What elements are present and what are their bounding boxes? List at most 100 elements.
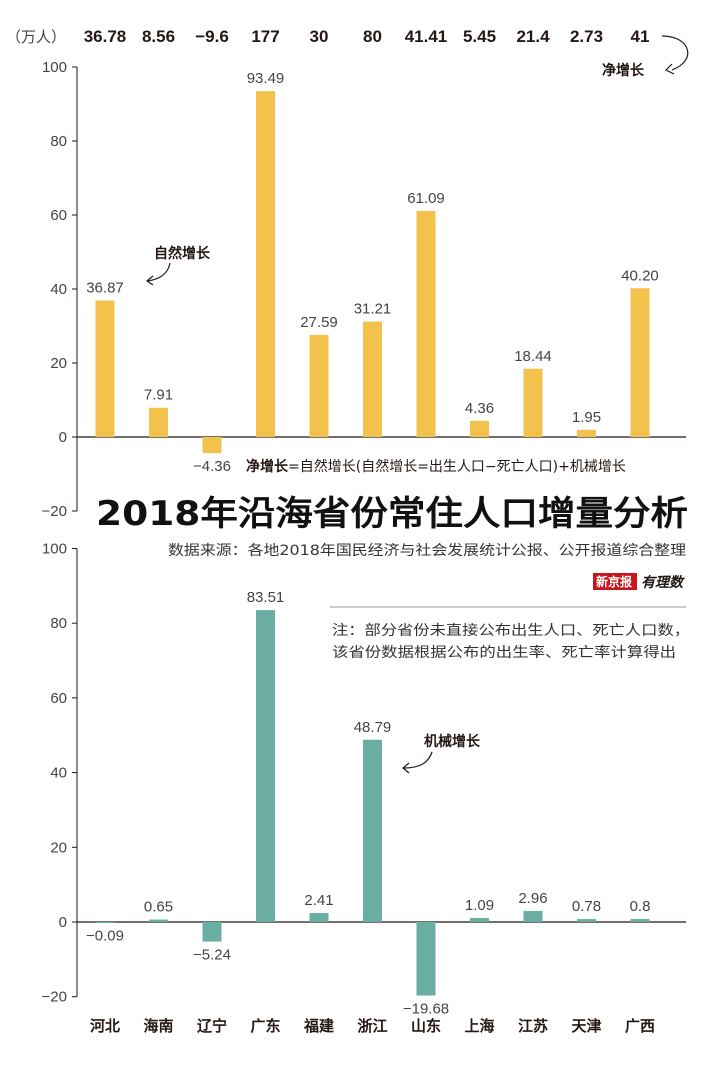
natural-growth-chart: −20 0 20 40 60 80 100 36.87 7.91 −4.36 93.49 27.59 3…: [42, 59, 686, 520]
data-label: 2.96: [518, 890, 547, 907]
y-tick-label: 60: [50, 690, 67, 707]
y-tick-label: 40: [50, 281, 67, 298]
data-label: 18.44: [514, 348, 552, 365]
data-label: −4.36: [193, 458, 231, 475]
data-label: −5.24: [193, 947, 231, 964]
data-label: 31.21: [354, 301, 392, 318]
bar-辽宁: [202, 437, 222, 454]
data-label: 61.09: [407, 190, 445, 207]
category-label: 上海: [464, 1017, 494, 1035]
net-growth-value: 30: [310, 27, 329, 46]
bar-广西: [630, 288, 650, 437]
category-label: 海南: [143, 1017, 173, 1035]
brand-script: 有理数: [641, 574, 685, 591]
bar-辽宁: [202, 922, 222, 942]
brand-logo-box: [593, 573, 637, 590]
bar-浙江: [363, 321, 382, 437]
net-growth-value: 80: [363, 27, 382, 46]
data-label: −0.09: [86, 927, 124, 944]
formula-bold: 净增长: [246, 458, 289, 475]
category-label: 浙江: [357, 1017, 387, 1035]
category-label: 广西: [625, 1017, 655, 1035]
bar-河北: [95, 300, 115, 437]
y-tick-label: 100: [42, 541, 67, 558]
net-growth-value: 5.45: [463, 27, 496, 46]
bar-广东: [256, 91, 275, 437]
natural-growth-arrowhead: [145, 275, 154, 286]
category-label: 山东: [411, 1017, 441, 1035]
formula-text: 净增长=自然增长(自然增长=出生人口−死亡人口)+机械增长: [246, 458, 626, 475]
net-growth-value: 2.73: [570, 27, 603, 46]
bar-上海: [470, 917, 489, 922]
bar-山东: [416, 210, 436, 437]
category-label: 河北: [90, 1017, 120, 1035]
data-label: −19.68: [403, 1001, 449, 1018]
natural-growth-label: 自然增长: [154, 245, 211, 262]
y-tick-label: 100: [42, 59, 67, 76]
data-source: 数据来源：各地2018年国民经济与社会发展统计公报、公开报道综合整理: [168, 543, 686, 559]
data-label: 1.95: [572, 409, 601, 426]
bar-天津: [577, 919, 596, 922]
y-tick-label: 60: [50, 207, 67, 224]
bar-江苏: [523, 368, 543, 437]
net-growth-value: 177: [251, 27, 279, 46]
data-label: 0.8: [630, 898, 651, 915]
note-line-2: 该省份数据根据公布的出生率、死亡率计算得出: [332, 644, 676, 661]
bar-上海: [470, 420, 489, 437]
data-label: 83.51: [247, 589, 285, 606]
y-tick-label: 40: [50, 765, 67, 782]
net-growth-value: 21.4: [516, 27, 550, 46]
net-growth-callout-arrow: [661, 35, 689, 71]
y-tick-label: 0: [59, 914, 67, 931]
category-label: 广东: [250, 1017, 280, 1035]
net-growth-value: 36.78: [84, 27, 127, 46]
bar-山东: [416, 922, 436, 996]
bar-河北: [95, 922, 115, 923]
category-label: 辽宁: [197, 1017, 227, 1035]
net-growth-arrowhead: [664, 63, 675, 75]
y-tick-label: 20: [50, 355, 67, 372]
page-title: 2018年沿海省份常住人口增量分析: [96, 494, 688, 534]
mechanical-growth-label: 机械增长: [424, 733, 481, 750]
data-label: 7.91: [144, 387, 173, 404]
y-tick-label: −20: [42, 989, 67, 1006]
category-label: 天津: [571, 1017, 601, 1035]
data-label: 36.87: [86, 280, 124, 297]
natural-growth-callout-arrow: [147, 262, 171, 282]
unit-label: （万人）: [6, 28, 66, 46]
y-tick-label: 0: [59, 429, 67, 446]
net-growth-value: 8.56: [142, 27, 175, 46]
mechanical-growth-chart: −20 0 20 40 60 80 100 −0.09 0.65 −5.24 83.51 2.41 48…: [42, 541, 686, 1018]
mechanical-growth-arrowhead: [402, 762, 410, 774]
net-growth-row: 36.78 8.56 −9.6 177 30 80 41.41 5.45 21.4 2.73 41: [84, 27, 650, 46]
bar-广西: [630, 919, 650, 922]
y-tick-label: 80: [50, 615, 67, 632]
data-label: 27.59: [300, 314, 338, 331]
bar-江苏: [523, 910, 543, 922]
net-growth-value: −9.6: [195, 27, 229, 46]
mechanical-growth-callout-arrow: [403, 751, 433, 769]
data-label: 93.49: [247, 70, 285, 87]
bar-浙江: [363, 739, 382, 922]
note-line-1: 注：部分省份未直接公布出生人口、死亡人口数，: [332, 622, 690, 639]
formula-rest: =自然增长(自然增长=出生人口−死亡人口)+机械增长: [288, 458, 626, 475]
category-row: 河北 海南 辽宁 广东 福建 浙江 山东 上海 江苏 天津 广西: [90, 1017, 655, 1035]
bar-福建: [309, 334, 329, 437]
y-tick-label: 80: [50, 133, 67, 150]
category-label: 江苏: [518, 1017, 548, 1035]
data-label: 40.20: [621, 267, 659, 284]
y-tick-label: −20: [42, 503, 67, 520]
net-growth-label: 净增长: [602, 62, 645, 79]
data-label: 4.36: [465, 400, 494, 417]
net-growth-value: 41.41: [405, 27, 448, 46]
data-label: 0.78: [572, 898, 601, 915]
category-label: 福建: [303, 1017, 335, 1035]
data-label: 0.65: [144, 899, 173, 916]
data-label: 2.41: [304, 892, 333, 909]
bar-福建: [309, 912, 329, 922]
bar-海南: [149, 407, 168, 437]
bar-海南: [149, 919, 168, 922]
bar-天津: [577, 429, 596, 437]
net-growth-value: 41: [631, 27, 650, 46]
